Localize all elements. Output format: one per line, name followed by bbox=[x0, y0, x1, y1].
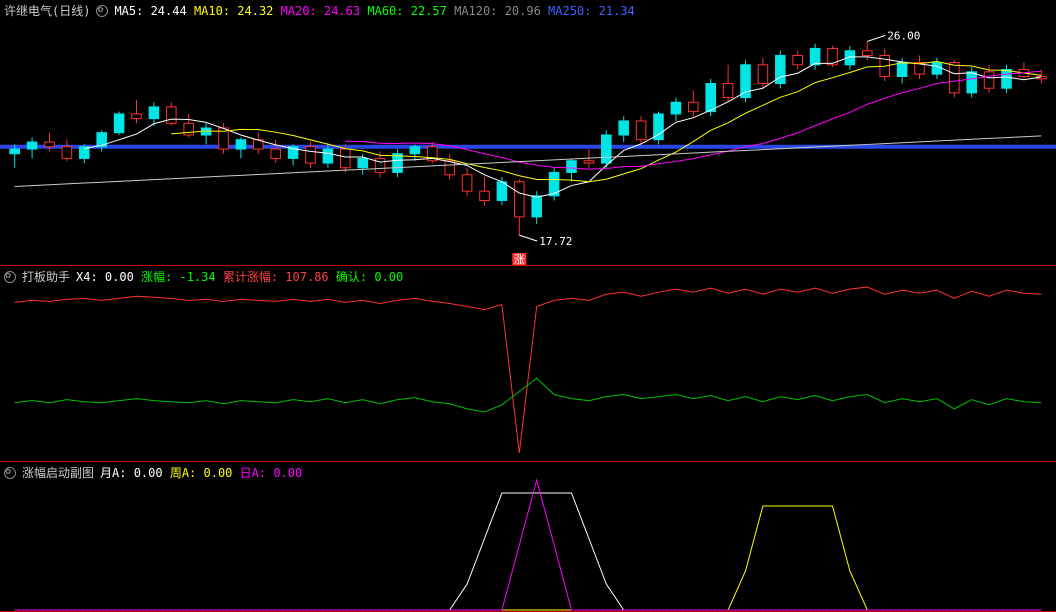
main-chart-panel[interactable]: 许继电气(日线) MA5: 24.44 MA10: 24.32 MA20: 24… bbox=[0, 0, 1056, 266]
gear-icon[interactable] bbox=[4, 271, 16, 283]
sub1-header: 打板助手 X4: 0.00 涨幅: -1.34 累计涨幅: 107.86 确认:… bbox=[4, 268, 403, 285]
stock-title: 许继电气(日线) bbox=[4, 2, 90, 19]
gear-icon[interactable] bbox=[4, 467, 16, 479]
indicator-label: 累计涨幅: 107.86 bbox=[223, 270, 329, 284]
svg-text:涨: 涨 bbox=[514, 253, 525, 266]
indicator1-chart[interactable] bbox=[0, 266, 1056, 462]
indicator2-chart[interactable] bbox=[0, 462, 1056, 612]
sub1-title: 打板助手 bbox=[22, 268, 70, 285]
indicator-label: 确认: 0.00 bbox=[336, 270, 403, 284]
sub2-header: 涨幅启动副图 月A: 0.00 周A: 0.00 日A: 0.00 bbox=[4, 464, 302, 481]
indicator-label: 月A: 0.00 bbox=[100, 466, 163, 480]
sub2-title: 涨幅启动副图 bbox=[22, 464, 94, 481]
ma-label: MA60: 22.57 bbox=[367, 4, 446, 18]
indicator1-panel[interactable]: 打板助手 X4: 0.00 涨幅: -1.34 累计涨幅: 107.86 确认:… bbox=[0, 266, 1056, 462]
candlestick-chart[interactable]: 17.72 涨 26.00 bbox=[0, 0, 1056, 266]
indicator-label: 周A: 0.00 bbox=[170, 466, 233, 480]
ma-label: MA20: 24.63 bbox=[281, 4, 360, 18]
indicator-label: 日A: 0.00 bbox=[240, 466, 303, 480]
ma-label: MA5: 24.44 bbox=[114, 4, 186, 18]
indicator-label: X4: 0.00 bbox=[76, 270, 134, 284]
svg-text:26.00: 26.00 bbox=[887, 29, 920, 42]
main-header: 许继电气(日线) MA5: 24.44 MA10: 24.32 MA20: 24… bbox=[4, 2, 635, 19]
ma-label: MA120: 20.96 bbox=[454, 4, 541, 18]
gear-icon[interactable] bbox=[96, 5, 108, 17]
svg-text:17.72: 17.72 bbox=[539, 235, 572, 248]
indicator-label: 涨幅: -1.34 bbox=[141, 270, 216, 284]
ma-label: MA250: 21.34 bbox=[548, 4, 635, 18]
ma-label: MA10: 24.32 bbox=[194, 4, 273, 18]
indicator2-panel[interactable]: 涨幅启动副图 月A: 0.00 周A: 0.00 日A: 0.00 bbox=[0, 462, 1056, 612]
